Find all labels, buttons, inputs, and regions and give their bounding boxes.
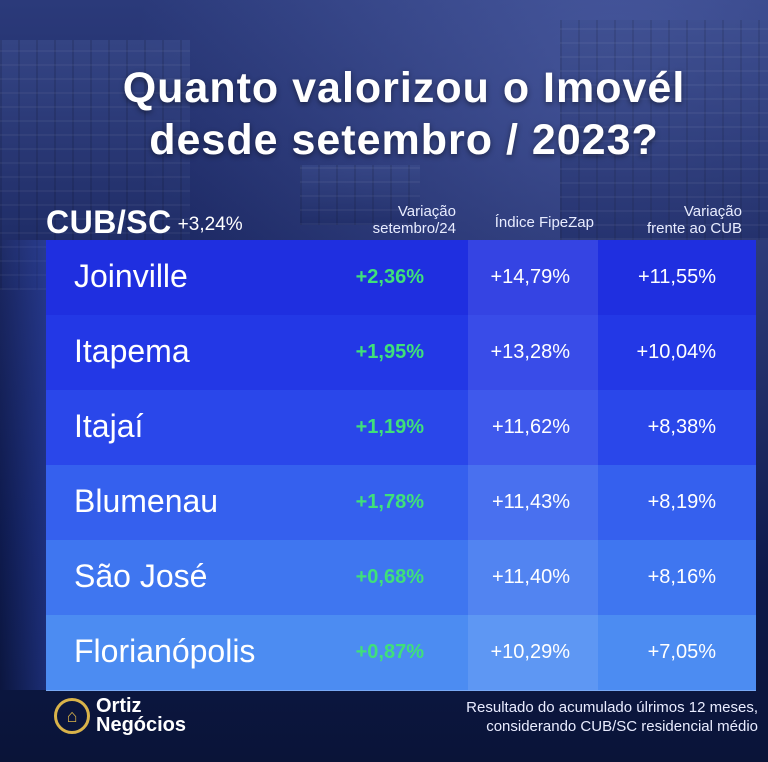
row-fipezap: +11,62%: [491, 416, 570, 438]
house-icon: ⌂: [54, 698, 90, 734]
cub-name: CUB/SC: [46, 204, 172, 240]
building-right: [560, 20, 768, 240]
row-city: Blumenau: [74, 483, 219, 519]
table-row: Itapema +1,95% +13,28% +10,04%: [46, 315, 756, 391]
row-fipezap: +11,40%: [491, 566, 570, 588]
row-frente-cub: +11,55%: [637, 266, 716, 288]
table-row: Florianópolis +0,87% +10,29% +7,05%: [46, 615, 756, 691]
row-city: Itajaí: [74, 408, 144, 444]
header-variacao: Variação setembro/24: [373, 203, 456, 237]
row-city: Itapema: [74, 333, 190, 369]
row-variacao: +2,36%: [355, 266, 424, 288]
row-fipezap: +10,29%: [490, 641, 570, 663]
title-line-1: Quanto valorizou o Imovél: [122, 64, 686, 112]
left-shade: [0, 240, 48, 690]
row-frente-cub: +8,38%: [647, 416, 716, 438]
header-variacao-line-2: setembro/24: [372, 220, 456, 237]
building-center: [300, 165, 420, 225]
brand-logo: ⌂ Ortiz Negócios: [54, 695, 187, 736]
row-variacao: +1,19%: [355, 416, 424, 438]
row-frente-cub: +10,04%: [636, 341, 716, 363]
row-city: Florianópolis: [74, 633, 256, 669]
row-frente-cub: +7,05%: [647, 641, 716, 663]
row-fipezap: +13,28%: [490, 341, 570, 363]
row-city: São José: [74, 558, 208, 594]
row-fipezap: +11,43%: [491, 491, 570, 513]
row-frente-cub: +8,19%: [647, 491, 716, 513]
header-fipezap-line-1: Índice FipeZap: [494, 214, 594, 231]
row-city: Joinville: [74, 258, 188, 294]
row-frente-cub: +8,16%: [647, 566, 716, 588]
header-frente-cub: Variação frente ao CUB: [647, 203, 742, 237]
table-row: Joinville +2,36% +14,79% +11,55%: [46, 240, 756, 316]
header-variacao-line-1: Variação: [397, 203, 456, 220]
table-row: Itajaí +1,19% +11,62% +8,38%: [46, 390, 756, 466]
data-table: Joinville +2,36% +14,79% +11,55% Itapema…: [46, 240, 760, 691]
table-row: Blumenau +1,78% +11,43% +8,19%: [46, 465, 756, 541]
brand-name: Ortiz Negócios: [96, 695, 187, 736]
page-title: Quanto valorizou o Imovél desde setembro…: [0, 62, 768, 166]
row-variacao: +0,87%: [355, 641, 424, 663]
cub-label: CUB/SC +3,24%: [46, 204, 243, 241]
brand-line-2: Negócios: [96, 714, 187, 736]
header-fipezap: Índice FipeZap: [495, 214, 594, 231]
row-variacao: +1,78%: [355, 491, 424, 513]
header-frente-cub-line-1: Variação: [683, 203, 742, 220]
footnote-line-2: considerando CUB/SC residencial médio: [486, 718, 758, 735]
row-variacao: +1,95%: [355, 341, 424, 363]
footnote-line-1: Resultado do acumulado úlrimos 12 meses,: [466, 699, 758, 716]
cub-value: +3,24%: [177, 214, 243, 235]
header-frente-cub-line-2: frente ao CUB: [646, 220, 742, 237]
row-fipezap: +14,79%: [490, 266, 570, 288]
table-row: São José +0,68% +11,40% +8,16%: [46, 540, 756, 616]
brand-line-1: Ortiz: [96, 695, 142, 717]
row-variacao: +0,68%: [355, 566, 424, 588]
footnote: Resultado do acumulado úlrimos 12 meses,…: [466, 698, 758, 736]
fipezap-column-highlight: [468, 240, 598, 690]
title-line-2: desde setembro / 2023?: [149, 116, 659, 164]
